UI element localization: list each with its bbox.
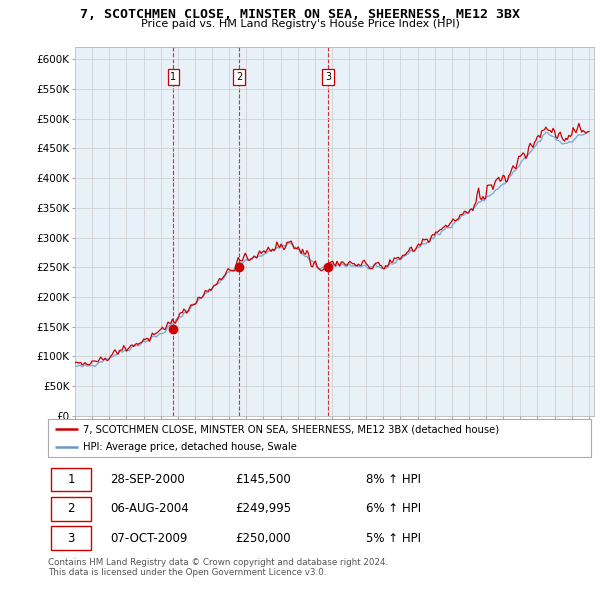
Text: 3: 3 xyxy=(67,532,75,545)
Text: HPI: Average price, detached house, Swale: HPI: Average price, detached house, Swal… xyxy=(83,442,297,452)
Text: 1: 1 xyxy=(170,72,176,82)
Text: 6% ↑ HPI: 6% ↑ HPI xyxy=(365,502,421,516)
Text: £250,000: £250,000 xyxy=(235,532,291,545)
Text: Price paid vs. HM Land Registry's House Price Index (HPI): Price paid vs. HM Land Registry's House … xyxy=(140,19,460,30)
Text: 28-SEP-2000: 28-SEP-2000 xyxy=(110,473,185,486)
Text: 8% ↑ HPI: 8% ↑ HPI xyxy=(365,473,421,486)
Text: This data is licensed under the Open Government Licence v3.0.: This data is licensed under the Open Gov… xyxy=(48,568,326,577)
Text: Contains HM Land Registry data © Crown copyright and database right 2024.: Contains HM Land Registry data © Crown c… xyxy=(48,558,388,567)
Text: £145,500: £145,500 xyxy=(235,473,291,486)
Text: 1: 1 xyxy=(67,473,75,486)
Text: 7, SCOTCHMEN CLOSE, MINSTER ON SEA, SHEERNESS, ME12 3BX: 7, SCOTCHMEN CLOSE, MINSTER ON SEA, SHEE… xyxy=(80,8,520,21)
Bar xyxy=(51,468,91,491)
Text: £249,995: £249,995 xyxy=(235,502,292,516)
Text: 06-AUG-2004: 06-AUG-2004 xyxy=(110,502,189,516)
Text: 07-OCT-2009: 07-OCT-2009 xyxy=(110,532,188,545)
Text: 2: 2 xyxy=(236,72,242,82)
Text: 2: 2 xyxy=(67,502,75,516)
Text: 5% ↑ HPI: 5% ↑ HPI xyxy=(365,532,421,545)
Bar xyxy=(51,526,91,550)
Text: 7, SCOTCHMEN CLOSE, MINSTER ON SEA, SHEERNESS, ME12 3BX (detached house): 7, SCOTCHMEN CLOSE, MINSTER ON SEA, SHEE… xyxy=(83,424,499,434)
Text: 3: 3 xyxy=(325,72,331,82)
Bar xyxy=(51,497,91,521)
